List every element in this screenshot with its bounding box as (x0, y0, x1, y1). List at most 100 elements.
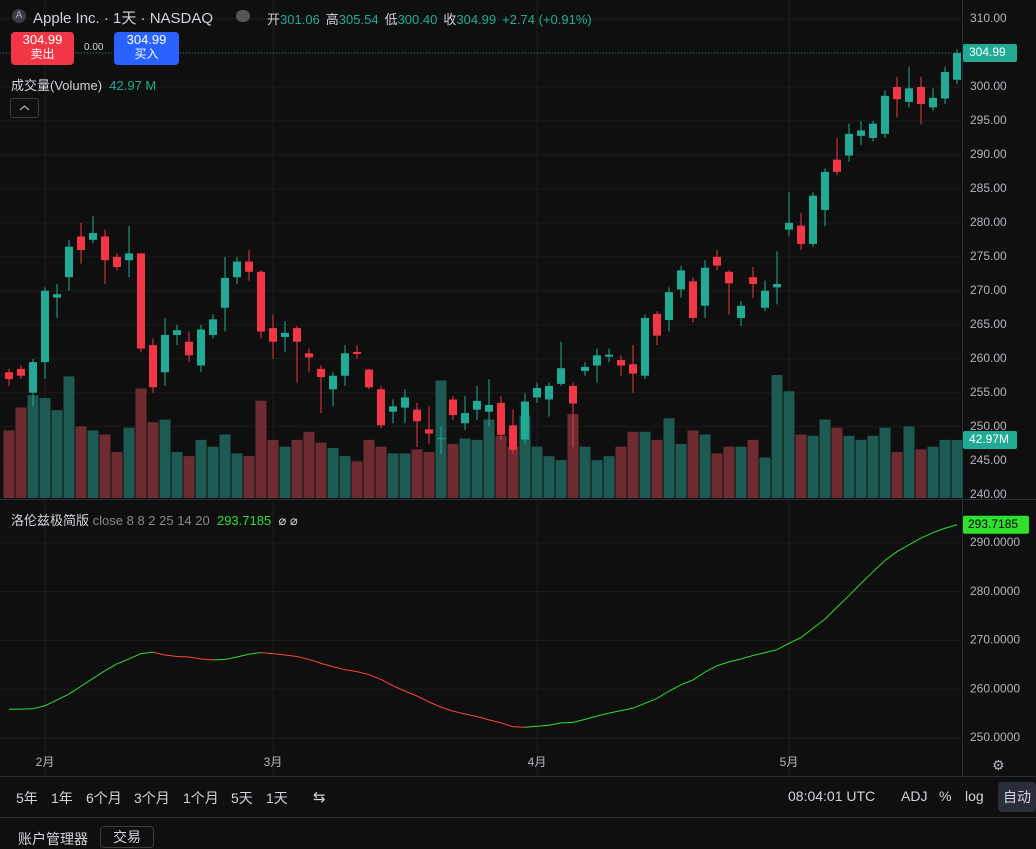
price-badge: 304.99 (969, 45, 1006, 59)
candle-body (677, 270, 685, 289)
volume-bar (928, 447, 939, 498)
volume-bar (4, 430, 15, 498)
candle-body (593, 355, 601, 365)
bottom-tab[interactable]: 账户管理器 (18, 829, 88, 849)
volume-bar (328, 448, 339, 498)
range-button[interactable]: 6个月 (86, 788, 122, 808)
candle-body (269, 328, 277, 342)
volume-bar (796, 434, 807, 498)
volume-bar (532, 447, 543, 498)
option-button[interactable]: % (939, 788, 951, 804)
volume-bar (904, 426, 915, 498)
range-button[interactable]: 1年 (51, 788, 73, 808)
volume-bar (688, 430, 699, 498)
candle-body (533, 388, 541, 398)
y-tick-label: 270.0000 (970, 633, 1020, 647)
y-tick-label: 260.0000 (970, 681, 1020, 695)
collapse-button[interactable] (10, 98, 39, 118)
candle-body (53, 294, 61, 297)
volume-bar (652, 440, 663, 498)
volume-bar (400, 453, 411, 498)
ohlc-value: 300.40 (398, 12, 438, 27)
candle-body (173, 330, 181, 335)
candle-body (641, 318, 649, 376)
candle-body (473, 401, 481, 410)
volume-bar (544, 456, 555, 498)
candle-body (845, 134, 853, 156)
candle-body (101, 236, 109, 260)
candle-body (905, 88, 913, 102)
candle-body (569, 386, 577, 404)
y-tick-label: 240.00 (970, 487, 1007, 501)
option-button[interactable]: ADJ (901, 788, 927, 804)
volume-bar (40, 398, 51, 498)
range-button[interactable]: 5年 (16, 788, 38, 808)
indicator-legend: 洛伦兹极简版 close 8 8 2 25 14 20 293.7185 ⌀ ⌀ (11, 510, 298, 529)
y-tick-label: 280.00 (970, 215, 1007, 229)
change: +2.74 (+0.91%) (502, 12, 592, 27)
compare-icon[interactable]: ⇆ (313, 788, 326, 806)
range-button[interactable]: 1个月 (183, 788, 219, 808)
volume-bar (220, 434, 231, 498)
ohlc-value: 301.06 (280, 12, 320, 27)
candle-body (701, 268, 709, 306)
volume-bar (700, 434, 711, 498)
indicator-badge: 293.7185 (968, 517, 1018, 531)
y-tick-label: 270.00 (970, 283, 1007, 297)
volume-bar (28, 395, 39, 498)
volume-bar (244, 456, 255, 498)
volume-bar (760, 457, 771, 498)
candle-body (941, 72, 949, 98)
candle-body (317, 369, 325, 377)
volume-bar (76, 426, 87, 498)
candle-body (449, 399, 457, 415)
candle-body (293, 328, 301, 342)
candle-body (257, 272, 265, 332)
volume-bar (460, 439, 471, 498)
range-button[interactable]: 1天 (266, 788, 288, 808)
candle-body (233, 262, 241, 278)
range-button[interactable]: 5天 (231, 788, 253, 808)
candle-body (485, 405, 493, 412)
candle-body (329, 376, 337, 390)
option-button[interactable]: log (965, 788, 984, 804)
volume-bar (424, 452, 435, 498)
candle-body (821, 172, 829, 210)
indicator-value: 293.7185 (217, 513, 271, 528)
volume-bar (232, 453, 243, 498)
candle-body (461, 413, 469, 423)
range-button[interactable]: 3个月 (134, 788, 170, 808)
volume-bar (352, 462, 363, 498)
candle-body (653, 314, 661, 336)
buy-price: 304.99 (114, 33, 179, 47)
y-tick-label: 245.00 (970, 453, 1007, 467)
candle-body (341, 353, 349, 375)
y-tick-label: 275.00 (970, 249, 1007, 263)
volume-bar (64, 376, 75, 498)
candle-body (149, 345, 157, 387)
candle-body (629, 364, 637, 374)
candle-body (761, 291, 769, 308)
settings-icon[interactable]: ⚙ (992, 757, 1005, 774)
symbol-title[interactable]: Apple Inc. · 1天 · NASDAQ (33, 7, 213, 28)
volume-bar (820, 420, 831, 498)
hide-icon[interactable] (236, 10, 250, 22)
volume-bar (292, 440, 303, 498)
option-button[interactable]: 自动 (998, 782, 1036, 812)
volume-bar (304, 432, 315, 498)
y-tick-label: 300.00 (970, 79, 1007, 93)
chart-bg (0, 0, 1036, 776)
volume-bar (316, 443, 327, 498)
bottom-tab[interactable]: 交易 (100, 826, 154, 848)
candle-body (209, 319, 217, 335)
candle-body (29, 362, 37, 393)
indicator-name: 洛伦兹极简版 (11, 513, 89, 528)
volume-bar (52, 410, 63, 498)
volume-bar (748, 440, 759, 498)
y-tick-label: 295.00 (970, 113, 1007, 127)
volume-bar (592, 460, 603, 498)
